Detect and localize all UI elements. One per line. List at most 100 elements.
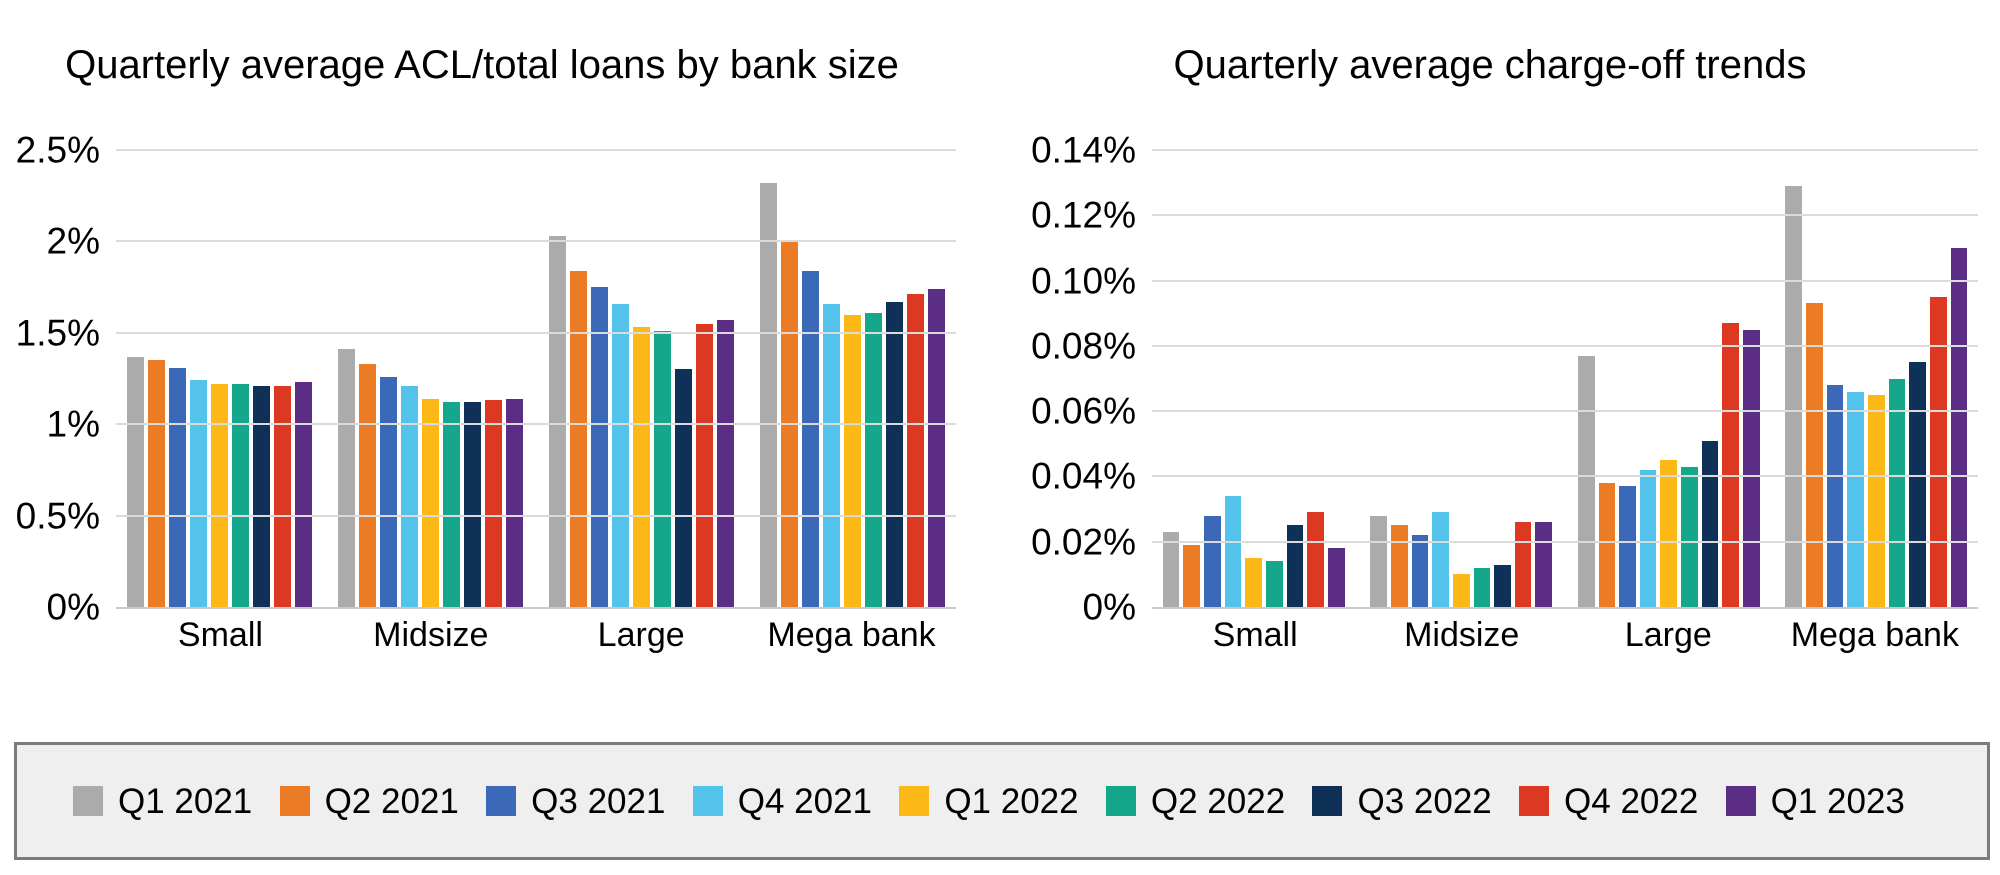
legend-label: Q4 2021	[737, 781, 873, 821]
bar-group-mega-bank	[760, 150, 946, 607]
legend-swatch	[73, 786, 103, 817]
category-label: Midsize	[1404, 616, 1520, 654]
bar-q2-2021	[570, 270, 588, 607]
legend-swatch	[486, 786, 517, 817]
bar-q2-2021	[1390, 525, 1408, 607]
bar-q3-2021	[379, 376, 397, 607]
legend-label: Q1 2023	[1770, 781, 1905, 821]
category-label: Mega bank	[1790, 616, 1959, 654]
bar-q1-2021	[338, 349, 355, 607]
legend-label: Q1 2021	[118, 781, 253, 821]
legend-label: Q3 2022	[1357, 781, 1492, 821]
y-axis-tick-label: 0%	[1082, 586, 1136, 628]
legend-item-q1-2023: Q1 2023	[1725, 781, 1905, 821]
bar-group-midsize	[1370, 150, 1553, 607]
bar-q4-2021	[612, 303, 630, 607]
bar-q2-2022	[1888, 378, 1906, 607]
bar-q1-2022	[421, 398, 439, 607]
y-axis-tick-label: 0.06%	[1031, 390, 1136, 432]
gridline	[116, 240, 956, 243]
legend-item-q4-2022: Q4 2022	[1519, 784, 1698, 819]
gridline	[1152, 214, 1978, 217]
bar-q1-2023	[1950, 247, 1968, 607]
legend-item-q3-2021: Q3 2021	[486, 784, 665, 819]
bar-q2-2022	[231, 383, 249, 607]
bar-group-large	[549, 150, 734, 607]
legend-item-q2-2021: Q2 2021	[279, 781, 459, 821]
x-axis-labels-acl: Small Midsize Large Mega bank	[116, 616, 956, 654]
category-label: Large	[1624, 616, 1712, 654]
legend-swatch	[279, 786, 310, 817]
bar-q1-2021	[1162, 531, 1180, 607]
bar-q3-2021	[1619, 486, 1636, 607]
legend-label: Q2 2022	[1150, 781, 1286, 821]
gridline	[1152, 410, 1978, 413]
y-axis-tick-label: 0.5%	[15, 495, 100, 537]
bar-q2-2022	[865, 312, 883, 607]
legend-label: Q3 2021	[531, 781, 666, 821]
bar-q4-2022	[1514, 522, 1532, 607]
x-axis-acl: Small Midsize Large Mega bank	[8, 616, 956, 654]
y-axis-tick-label: 0%	[46, 586, 100, 628]
bar-q1-2021	[1370, 515, 1387, 607]
bar-q2-2021	[1183, 544, 1201, 607]
bar-q2-2022	[1473, 567, 1491, 607]
legend-item-q1-2021: Q1 2021	[73, 784, 252, 819]
bar-q4-2021	[823, 303, 841, 607]
bar-q1-2022	[210, 383, 228, 607]
chart-panel-acl-total-loans: Quarterly average ACL/total loans by ban…	[8, 0, 956, 654]
bar-q2-2021	[1806, 303, 1823, 607]
bar-q4-2022	[1307, 512, 1324, 607]
gridline	[116, 423, 956, 426]
bar-q1-2023	[294, 382, 312, 607]
gridline	[1152, 475, 1978, 478]
category-label: Small	[177, 616, 263, 654]
gridline	[116, 149, 956, 151]
bar-q1-2023	[716, 320, 734, 607]
bar-q4-2021	[1847, 391, 1864, 607]
bar-q2-2021	[358, 363, 376, 607]
bar-q4-2022	[907, 294, 925, 607]
legend-item-q3-2022: Q3 2022	[1312, 781, 1492, 821]
legend-swatch	[1105, 786, 1136, 817]
bar-q1-2022	[1867, 394, 1885, 607]
x-axis-charge-off: Small Midsize Large Mega bank	[1002, 616, 1978, 654]
bar-group-small	[1162, 150, 1345, 607]
legend-swatch	[1725, 786, 1756, 817]
bar-group-midsize	[338, 150, 523, 607]
bar-q3-2022	[675, 369, 692, 607]
bar-q3-2021	[802, 270, 820, 607]
legend-item-q4-2021: Q4 2021	[692, 781, 873, 821]
bar-q3-2022	[1286, 525, 1304, 607]
bar-q3-2022	[1909, 362, 1926, 607]
bar-q4-2021	[189, 380, 207, 607]
bar-q4-2022	[484, 400, 502, 607]
y-axis-tick-label: 0.10%	[1031, 260, 1136, 302]
gridline	[1152, 279, 1978, 282]
bar-q1-2021	[1577, 355, 1595, 607]
bar-q4-2022	[1929, 296, 1947, 607]
bar-q3-2022	[886, 301, 904, 607]
bar-q2-2022	[1681, 466, 1698, 607]
bar-q4-2021	[1224, 496, 1242, 607]
bar-q1-2023	[1535, 522, 1553, 607]
legend-item-q1-2022: Q1 2022	[899, 781, 1079, 821]
bar-q1-2021	[760, 182, 778, 607]
y-axis-tick-label: 0.04%	[1031, 455, 1136, 497]
bar-q3-2021	[591, 287, 609, 607]
gridline	[1152, 149, 1978, 151]
bar-q3-2021	[168, 367, 186, 607]
legend: Q1 2021 Q2 2021 Q3 2021 Q4 2021 Q1 2022 Q2 20…	[14, 742, 1990, 861]
legend-swatch	[1519, 786, 1550, 817]
chart-area-acl: 2.5% 2% 1.5% 1% 0.5% 0%	[8, 132, 956, 626]
y-axis-tick-label: 2.5%	[15, 129, 100, 171]
legend-label: Q1 2022	[944, 781, 1079, 821]
bar-groups-charge-off	[1152, 150, 1978, 607]
legend-label: Q2 2021	[324, 781, 459, 821]
charts-row: Quarterly average ACL/total loans by ban…	[8, 0, 1978, 654]
legend-swatch	[692, 786, 723, 817]
legend-swatch	[1312, 786, 1343, 817]
bar-q1-2023	[1742, 329, 1760, 607]
gridline	[116, 331, 956, 334]
